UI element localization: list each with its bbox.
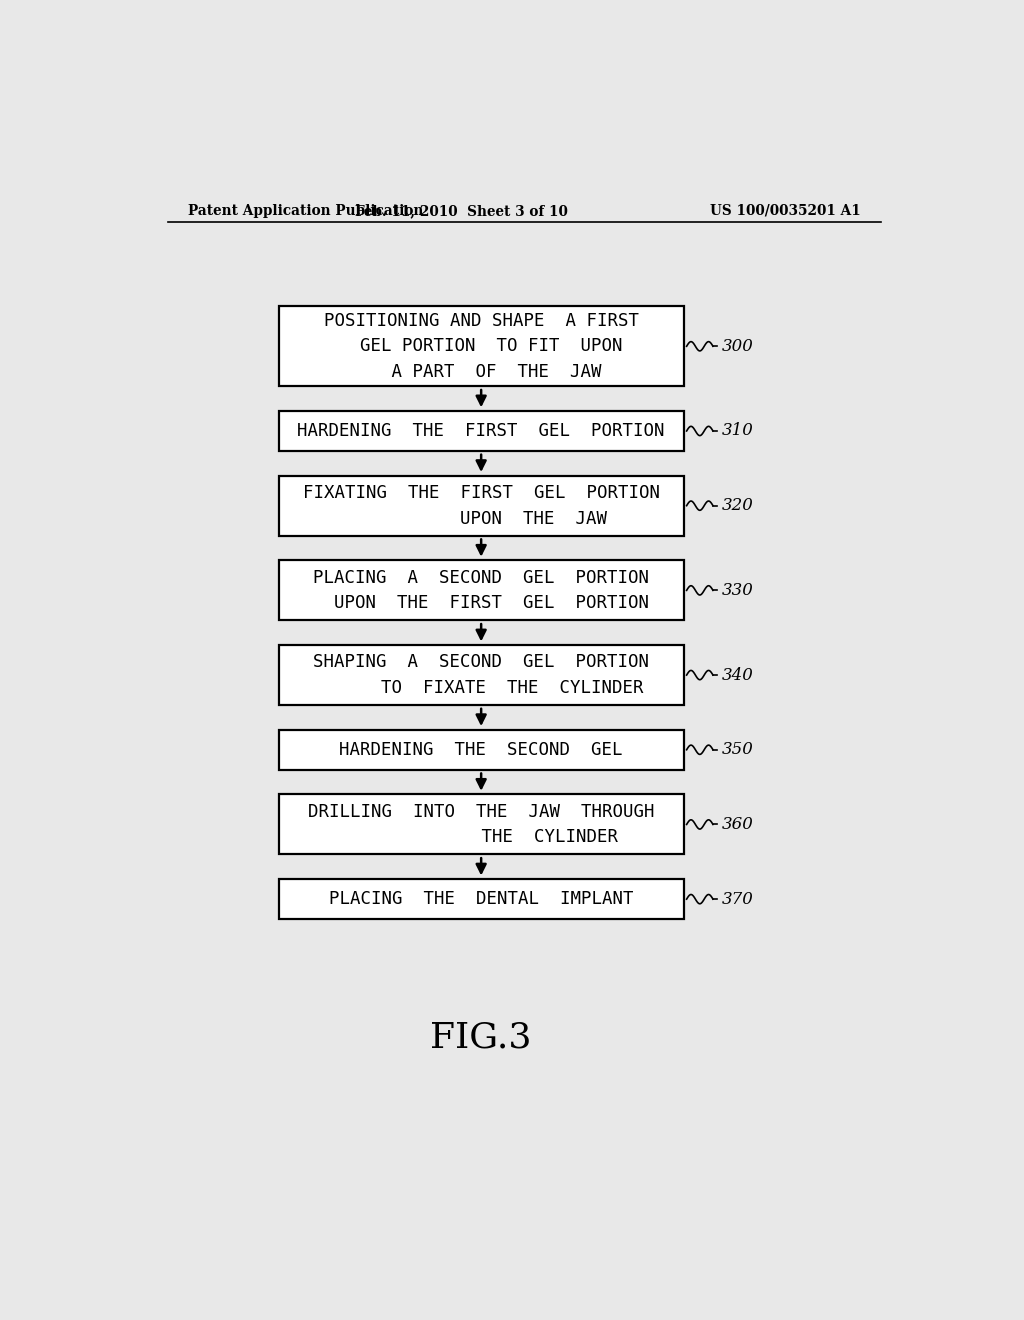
Bar xyxy=(279,730,684,770)
Text: HARDENING  THE  SECOND  GEL: HARDENING THE SECOND GEL xyxy=(339,741,623,759)
Bar xyxy=(279,561,684,620)
Text: DRILLING  INTO  THE  JAW  THROUGH
             THE  CYLINDER: DRILLING INTO THE JAW THROUGH THE CYLIND… xyxy=(308,803,654,846)
Text: 300: 300 xyxy=(722,338,754,355)
Bar xyxy=(279,306,684,387)
Text: Patent Application Publication: Patent Application Publication xyxy=(188,203,424,218)
Text: 360: 360 xyxy=(722,816,754,833)
Bar xyxy=(279,879,684,919)
Text: PLACING  A  SECOND  GEL  PORTION
  UPON  THE  FIRST  GEL  PORTION: PLACING A SECOND GEL PORTION UPON THE FI… xyxy=(313,569,649,612)
Bar xyxy=(279,795,684,854)
Bar xyxy=(279,475,684,536)
Text: 330: 330 xyxy=(722,582,754,599)
Text: POSITIONING AND SHAPE  A FIRST
  GEL PORTION  TO FIT  UPON
   A PART  OF  THE  J: POSITIONING AND SHAPE A FIRST GEL PORTIO… xyxy=(324,312,639,381)
Bar xyxy=(279,411,684,451)
Bar xyxy=(279,645,684,705)
Text: 370: 370 xyxy=(722,891,754,908)
Text: FIG.3: FIG.3 xyxy=(430,1020,531,1055)
Text: 310: 310 xyxy=(722,422,754,440)
Text: 340: 340 xyxy=(722,667,754,684)
Text: HARDENING  THE  FIRST  GEL  PORTION: HARDENING THE FIRST GEL PORTION xyxy=(297,422,665,440)
Text: 350: 350 xyxy=(722,742,754,758)
Text: SHAPING  A  SECOND  GEL  PORTION
      TO  FIXATE  THE  CYLINDER: SHAPING A SECOND GEL PORTION TO FIXATE T… xyxy=(313,653,649,697)
Text: Feb. 11, 2010  Sheet 3 of 10: Feb. 11, 2010 Sheet 3 of 10 xyxy=(354,203,567,218)
Text: US 100/0035201 A1: US 100/0035201 A1 xyxy=(711,203,861,218)
Text: 320: 320 xyxy=(722,498,754,515)
Text: PLACING  THE  DENTAL  IMPLANT: PLACING THE DENTAL IMPLANT xyxy=(329,890,634,908)
Text: FIXATING  THE  FIRST  GEL  PORTION
          UPON  THE  JAW: FIXATING THE FIRST GEL PORTION UPON THE … xyxy=(303,484,659,528)
